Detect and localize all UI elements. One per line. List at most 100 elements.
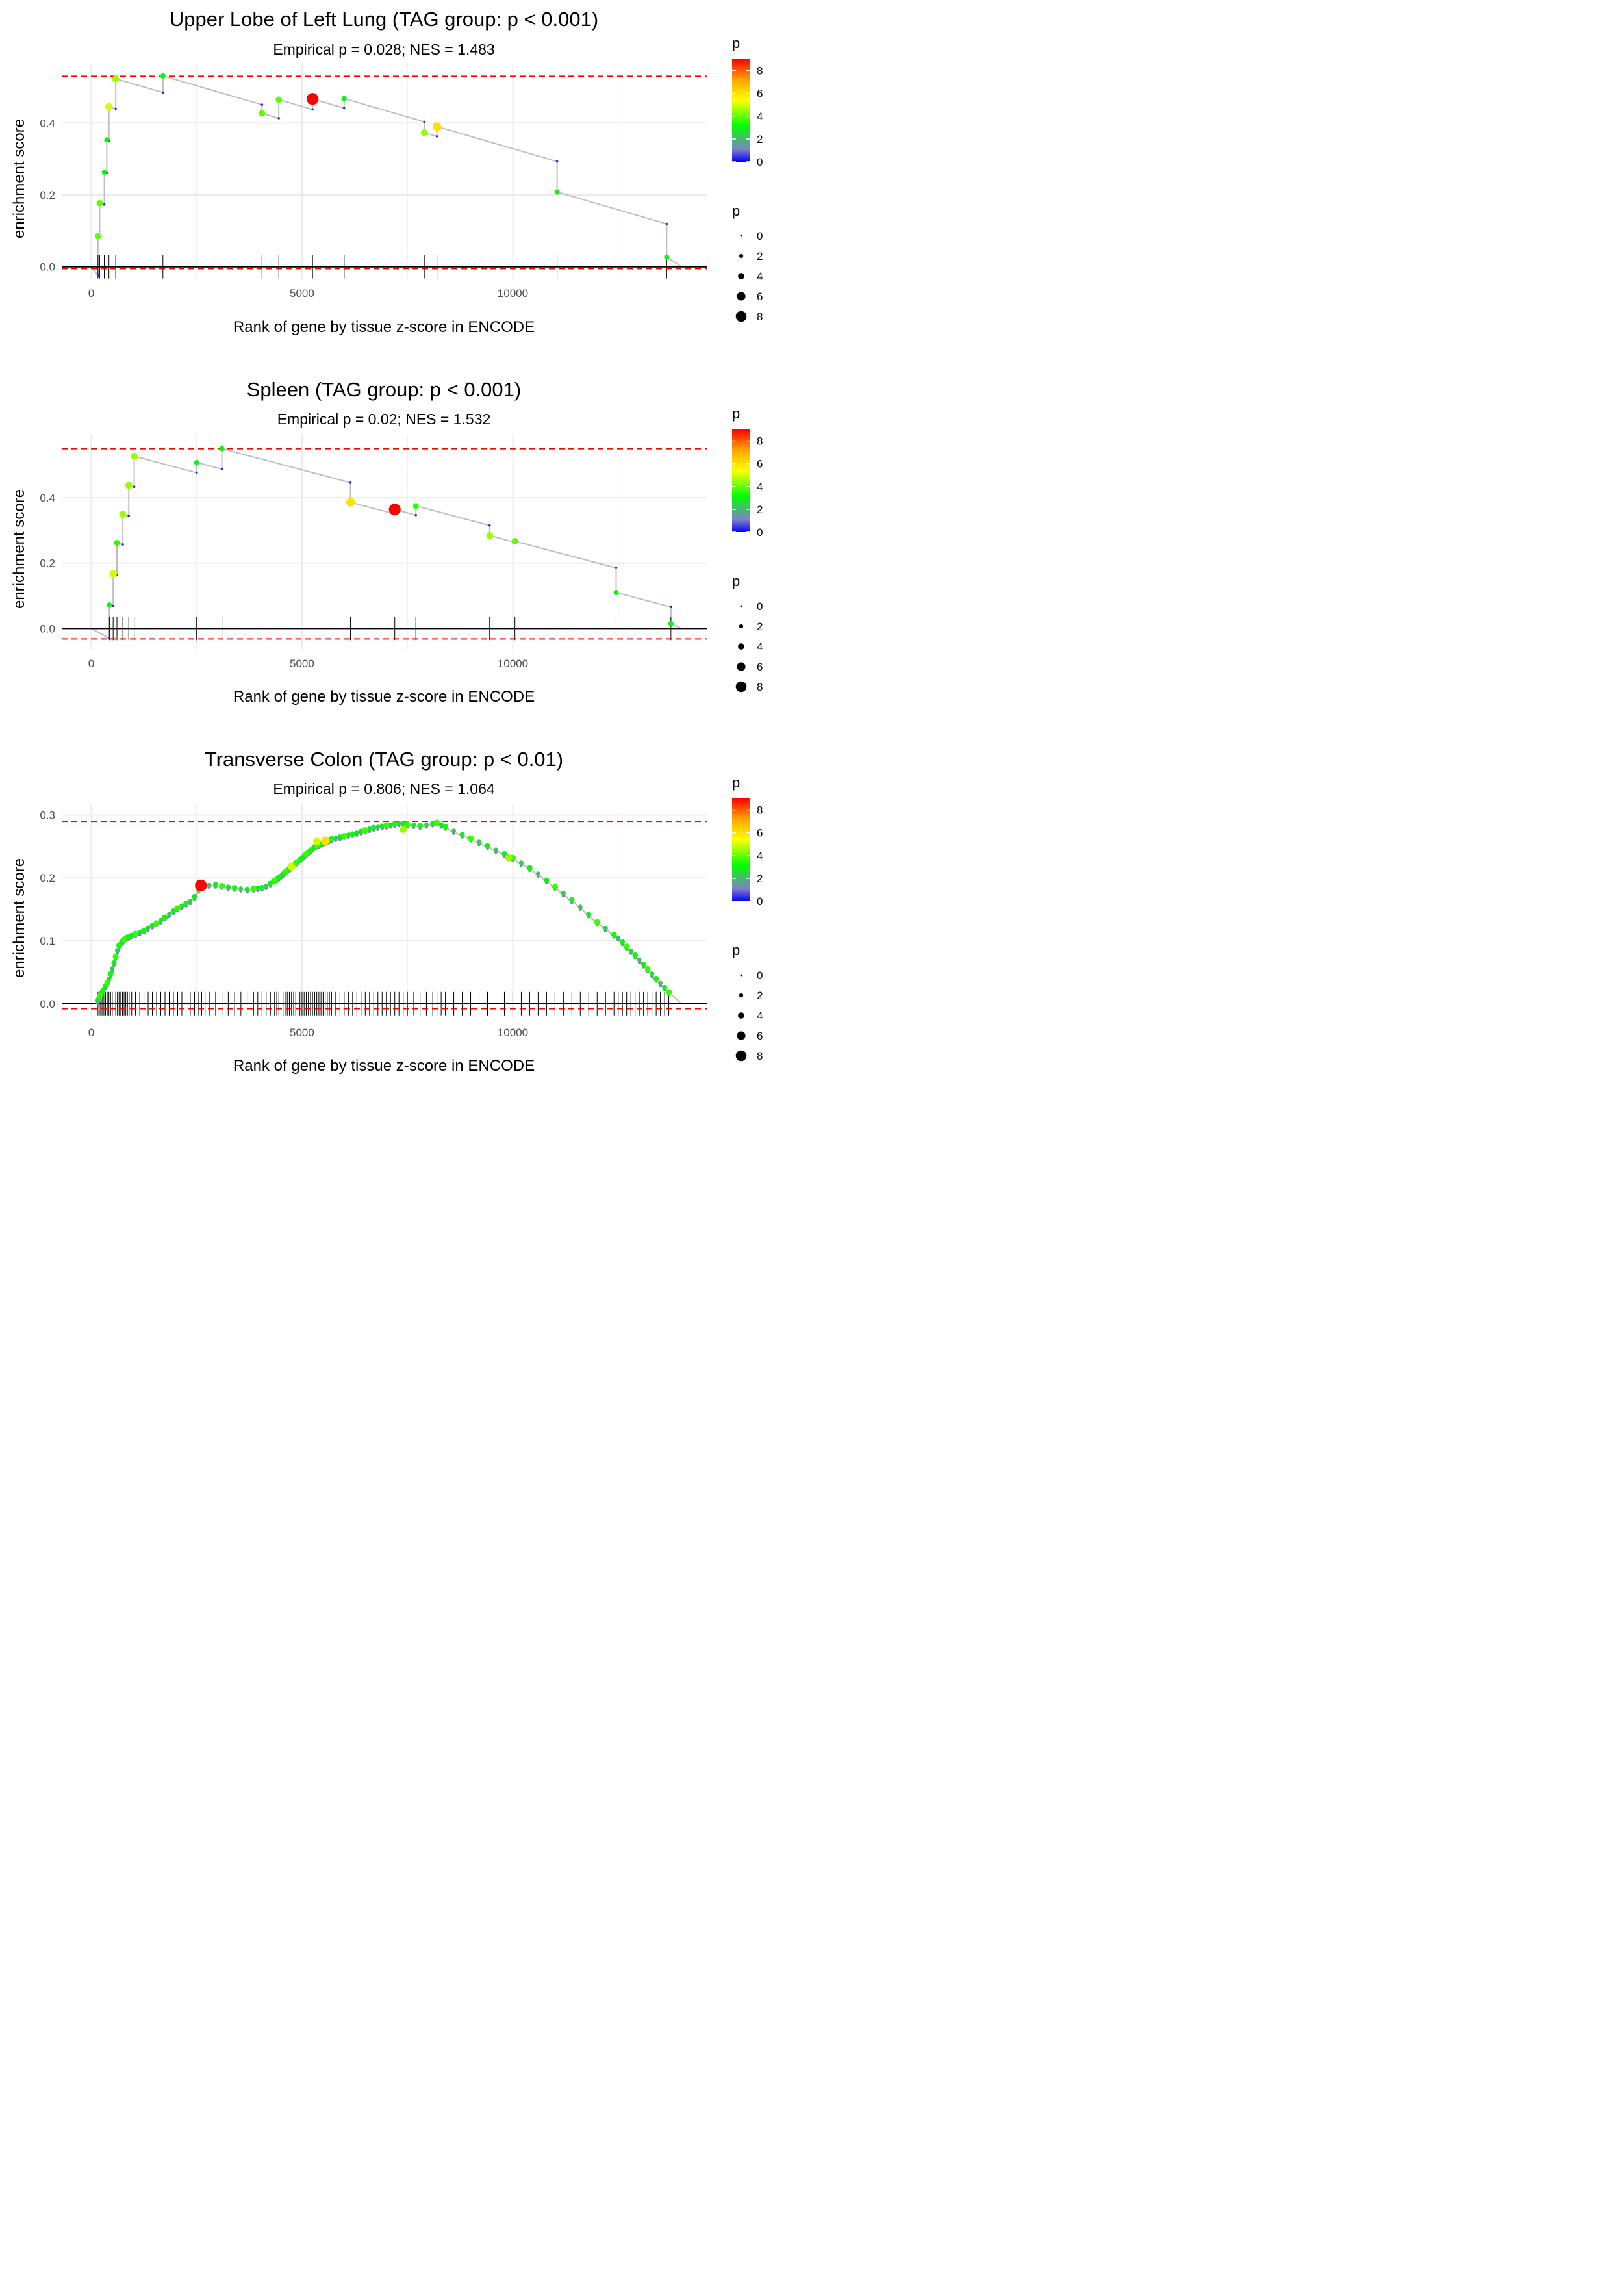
hit-point [162, 91, 164, 94]
size-legend-tick-label: 8 [757, 681, 763, 693]
hit-point [260, 103, 264, 106]
size-legend-title: p [732, 573, 740, 589]
hit-point [103, 203, 106, 206]
size-legend-keys: 0 2 4 6 8 [735, 230, 763, 323]
hit-point [349, 831, 356, 837]
panel-2-y-axis-label: enrichment score [10, 489, 28, 609]
hit-point [624, 943, 630, 950]
size-legend-dot [737, 662, 746, 671]
y-tick-label: 0.0 [40, 622, 55, 635]
size-legend-dot [740, 605, 742, 607]
hit-point [146, 925, 151, 930]
size-legend-title: p [732, 942, 740, 958]
color-bar [732, 798, 750, 901]
size-legend-dot [739, 624, 744, 629]
size-legend-tick-label: 8 [757, 1050, 763, 1062]
hit-point [112, 953, 119, 960]
size-legend-tick-label: 6 [757, 661, 763, 673]
hit-point [349, 481, 352, 484]
panel-2-grid [62, 434, 707, 650]
color-legend-tick-label: 8 [757, 435, 763, 448]
hit-point [343, 107, 346, 110]
size-legend-tick-label: 4 [757, 270, 763, 283]
size-legend-dot [740, 235, 742, 237]
color-legend-tick-label: 6 [757, 458, 763, 470]
x-tick-label: 0 [88, 287, 94, 300]
hit-point [97, 992, 103, 999]
hit-point [670, 606, 672, 609]
hit-point [268, 880, 273, 886]
hit-point [167, 912, 171, 917]
hit-point [536, 871, 540, 876]
hit-point [116, 942, 122, 949]
hit-point [131, 452, 138, 460]
panel-1-x-ticks: 0 5000 10000 [88, 287, 528, 300]
figure-svg: Upper Lobe of Left Lung (TAG group: p < … [10, 8, 763, 1075]
hit-point [662, 984, 668, 990]
hit-point [505, 854, 513, 862]
y-tick-label: 0.2 [40, 189, 55, 201]
enrichment-curve [90, 448, 682, 640]
size-legend-dot [737, 1031, 746, 1040]
hit-point [99, 988, 106, 994]
color-legend-ticks: 0 2 4 6 8 [732, 435, 763, 539]
hit-point [192, 893, 197, 899]
hit-point [488, 524, 491, 527]
size-legend-dot [737, 292, 746, 301]
y-tick-label: 0.1 [40, 935, 55, 947]
size-legend-dot [740, 974, 742, 977]
hit-point [649, 971, 655, 977]
panel-1-y-ticks: 0.0 0.2 0.4 [40, 117, 55, 273]
hit-point [555, 160, 559, 163]
hit-point [569, 897, 575, 903]
hit-point [388, 504, 401, 516]
size-legend-dot [739, 993, 744, 998]
x-tick-label: 10000 [498, 287, 528, 300]
hit-point [97, 274, 99, 277]
hit-point [616, 935, 621, 940]
size-legend-dot [735, 1050, 747, 1062]
hit-point [392, 821, 398, 827]
hit-point [303, 850, 309, 857]
color-legend-title: p [732, 774, 740, 791]
hit-point [125, 481, 133, 489]
hit-point [171, 908, 176, 913]
y-tick-label: 0.0 [40, 261, 55, 274]
x-tick-label: 5000 [290, 1027, 314, 1039]
hit-point [664, 254, 670, 260]
size-legend-tick-label: 0 [757, 969, 763, 982]
hit-point [225, 884, 231, 889]
hit-point [346, 832, 351, 837]
hit-point [160, 73, 166, 79]
hit-point [603, 925, 608, 931]
size-legend-dot [735, 681, 747, 693]
size-legend-dot [735, 311, 747, 322]
hit-point [433, 122, 442, 131]
hit-point [400, 826, 407, 833]
hit-point [620, 939, 626, 945]
panel-1-title: Upper Lobe of Left Lung (TAG group: p < … [170, 8, 598, 31]
hit-point [114, 107, 117, 110]
color-bar [732, 429, 750, 532]
hit-point [264, 884, 269, 888]
hit-point [307, 847, 314, 853]
hit-point [435, 135, 438, 138]
hit-point [149, 923, 155, 928]
hit-point [632, 952, 638, 958]
hit-point [411, 823, 416, 828]
hit-point [133, 930, 139, 937]
hit-point [195, 471, 198, 474]
hit-point [467, 835, 474, 841]
panel-2-x-ticks: 0 5000 10000 [88, 658, 528, 670]
panel-1-grid [62, 64, 707, 279]
x-tick-label: 10000 [498, 658, 528, 670]
panel-1: Upper Lobe of Left Lung (TAG group: p < … [10, 8, 763, 336]
hit-point [188, 899, 193, 904]
hit-point [112, 75, 120, 83]
hit-point [641, 962, 646, 967]
x-tick-label: 0 [88, 658, 94, 670]
hit-point [275, 96, 283, 103]
hit-point [375, 824, 381, 829]
hit-point [451, 828, 456, 833]
hit-point [111, 960, 117, 965]
